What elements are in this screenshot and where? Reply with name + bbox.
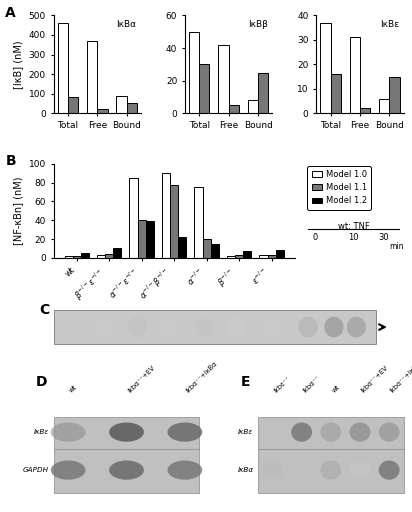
Text: ikbα⁻⁻: ikbα⁻⁻ (302, 375, 321, 394)
Text: ikbε⁻⁻: ikbε⁻⁻ (272, 375, 291, 394)
Ellipse shape (168, 422, 202, 442)
Bar (229, 105, 239, 113)
Bar (389, 77, 400, 113)
Text: B: B (5, 154, 16, 168)
Ellipse shape (379, 460, 400, 480)
Bar (235, 255, 243, 258)
Text: ikbα⁻⁻+IκBα: ikbα⁻⁻+IκBα (185, 360, 218, 394)
Bar (211, 244, 219, 258)
Bar (97, 110, 108, 113)
Ellipse shape (379, 422, 400, 442)
Bar (146, 221, 154, 258)
Ellipse shape (298, 317, 318, 337)
Ellipse shape (321, 422, 341, 442)
Text: wt: wt (331, 384, 341, 394)
Bar (117, 96, 127, 113)
Bar (113, 248, 122, 258)
Bar (129, 178, 138, 258)
Legend: Model 1.0, Model 1.1, Model 1.2: Model 1.0, Model 1.1, Model 1.2 (307, 166, 371, 209)
Ellipse shape (291, 422, 312, 442)
Bar (320, 23, 330, 113)
Text: ikbα⁻⁻+EV: ikbα⁻⁻+EV (360, 365, 389, 394)
Bar (194, 187, 203, 258)
Bar (178, 237, 186, 258)
Ellipse shape (262, 460, 283, 480)
Bar (73, 256, 81, 258)
Text: IκBα: IκBα (237, 467, 253, 473)
Bar (248, 100, 258, 113)
Ellipse shape (349, 460, 370, 480)
Ellipse shape (227, 317, 247, 337)
Ellipse shape (128, 317, 147, 337)
Bar (81, 253, 89, 258)
Text: GAPDH: GAPDH (23, 467, 49, 473)
Bar (199, 65, 209, 113)
Y-axis label: [IκB] (nM): [IκB] (nM) (13, 40, 23, 89)
Bar (360, 109, 370, 113)
Bar (379, 99, 389, 113)
Text: C: C (40, 303, 50, 316)
FancyBboxPatch shape (54, 310, 376, 344)
Ellipse shape (195, 317, 215, 337)
Text: wt: wt (68, 384, 78, 394)
Text: A: A (5, 6, 16, 19)
Bar (267, 255, 276, 258)
Ellipse shape (109, 422, 144, 442)
Text: 10: 10 (348, 233, 359, 242)
Ellipse shape (321, 460, 341, 480)
Bar (58, 23, 68, 113)
FancyBboxPatch shape (54, 417, 199, 494)
Bar (68, 97, 78, 113)
Ellipse shape (168, 460, 202, 480)
Bar (105, 254, 113, 258)
Ellipse shape (347, 317, 366, 337)
Ellipse shape (51, 422, 86, 442)
Text: ikbα⁻⁻+IκBα: ikbα⁻⁻+IκBα (389, 360, 412, 394)
Bar (227, 256, 235, 258)
Text: IκBε: IκBε (238, 429, 253, 435)
Text: 0: 0 (313, 233, 318, 242)
Text: D: D (36, 375, 47, 389)
Bar (127, 102, 137, 113)
Text: E: E (240, 375, 250, 389)
Bar (258, 73, 269, 113)
Bar (203, 239, 211, 258)
Text: IκBβ: IκBβ (248, 20, 268, 29)
Bar (330, 74, 341, 113)
Text: min: min (389, 242, 404, 251)
Text: wt: TNF: wt: TNF (338, 222, 370, 231)
Ellipse shape (263, 317, 282, 337)
Bar (243, 251, 251, 258)
Bar (97, 255, 105, 258)
Bar (162, 173, 170, 258)
Ellipse shape (60, 317, 79, 337)
Bar (350, 37, 360, 113)
Ellipse shape (324, 317, 344, 337)
Ellipse shape (160, 317, 179, 337)
Text: IκBα: IκBα (117, 20, 137, 29)
Ellipse shape (349, 422, 370, 442)
Text: 30: 30 (378, 233, 389, 242)
Bar (65, 256, 73, 258)
Bar (218, 45, 229, 113)
Text: IκBε: IκBε (380, 20, 399, 29)
Y-axis label: [NF-κBn] (nM): [NF-κBn] (nM) (13, 177, 23, 245)
Bar (87, 41, 97, 113)
Ellipse shape (51, 460, 86, 480)
Bar (189, 32, 199, 113)
Bar (138, 220, 146, 258)
Text: ikbα⁻⁻+EV: ikbα⁻⁻+EV (126, 365, 156, 394)
Ellipse shape (92, 317, 112, 337)
FancyBboxPatch shape (258, 417, 404, 494)
Text: IκBε: IκBε (34, 429, 49, 435)
Bar (260, 255, 267, 258)
Bar (170, 185, 178, 258)
Bar (276, 250, 284, 258)
Ellipse shape (109, 460, 144, 480)
